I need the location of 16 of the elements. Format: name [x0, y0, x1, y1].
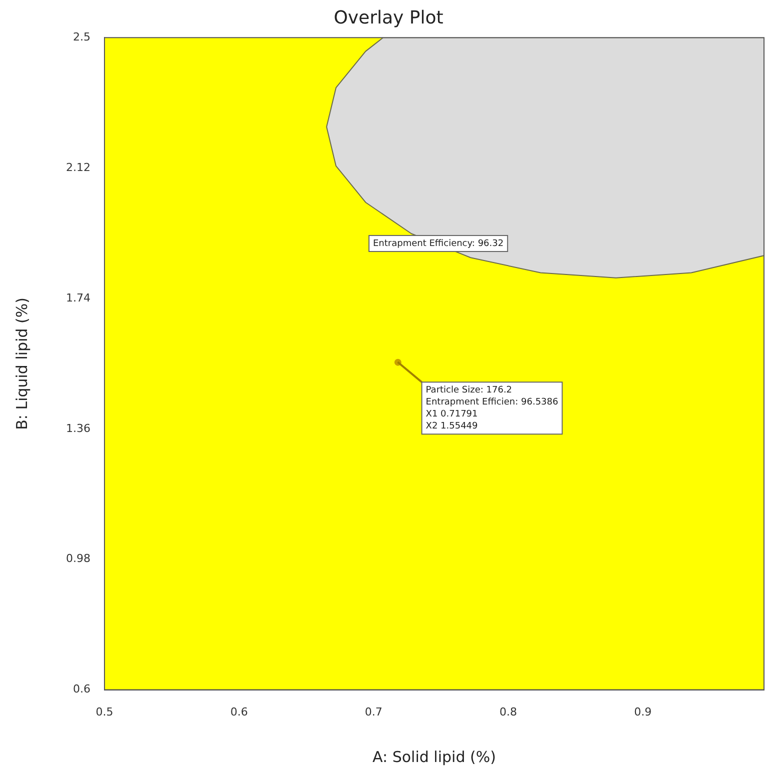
y-tick-label: 2.12: [66, 160, 90, 174]
y-tick-label: 0.98: [66, 552, 90, 566]
y-tick-label: 1.74: [66, 291, 90, 304]
x-tick-label: 0.9: [634, 705, 652, 718]
x-tick-label: 0.6: [230, 705, 248, 718]
chart-title: Overlay Plot: [334, 7, 444, 28]
x-tick-label: 0.8: [500, 705, 518, 718]
annotation: Entrapment Efficiency: 96.32: [372, 238, 504, 249]
annotation: Particle Size: 176.2 Entrapment Efficien: 96.5386 X1 0.71791 X2 1.55449: [426, 386, 558, 432]
x-tick-label: 0.5: [96, 705, 114, 718]
y-tick-label: 0.6: [72, 682, 90, 696]
y-tick-label: 2.5: [72, 30, 90, 44]
x-tick-label: 0.7: [364, 705, 382, 718]
y-axis-title: B: Liquid lipid (%): [12, 297, 31, 430]
y-tick-label: 1.36: [66, 422, 90, 435]
x-axis-title: A: Solid lipid (%): [372, 748, 496, 766]
